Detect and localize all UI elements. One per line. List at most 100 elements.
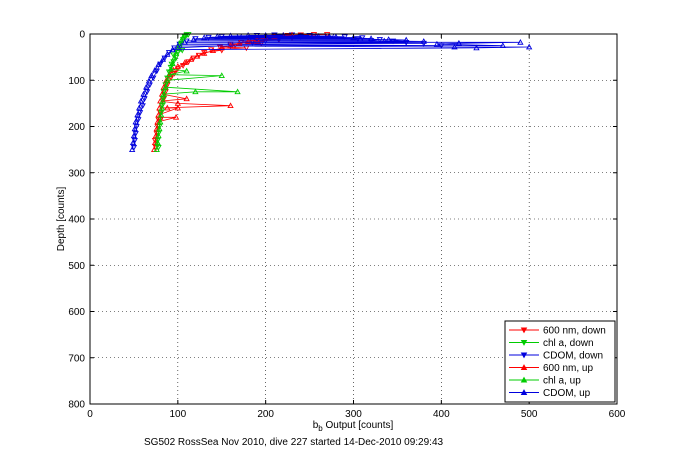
- data-point: [174, 45, 181, 52]
- data-point: [234, 88, 241, 95]
- x-tick-label: 600: [609, 409, 626, 420]
- data-point: [157, 111, 165, 118]
- series-5: [128, 32, 533, 152]
- data-point: [157, 118, 164, 125]
- data-point: [420, 38, 427, 44]
- data-point: [141, 96, 148, 103]
- data-point: [323, 32, 331, 38]
- y-tick-label: 800: [68, 400, 85, 411]
- data-point: [179, 47, 186, 54]
- legend-marker: [520, 389, 528, 395]
- data-point: [214, 32, 221, 39]
- data-point: [139, 103, 146, 110]
- x-axis-label: bb Output [counts]: [313, 420, 394, 433]
- data-point: [297, 32, 304, 39]
- data-point: [151, 66, 159, 73]
- data-point: [209, 47, 217, 54]
- data-point: [385, 36, 392, 42]
- data-point: [165, 71, 173, 78]
- data-point: [135, 117, 142, 123]
- legend-entry-label: 600 nm, down: [543, 326, 606, 337]
- legend-marker: [520, 352, 528, 359]
- x-tick-label: 200: [257, 409, 274, 420]
- data-point: [137, 97, 145, 104]
- data-point: [155, 132, 162, 139]
- legend-box: [504, 320, 616, 403]
- data-point: [169, 46, 176, 53]
- data-point: [153, 146, 160, 152]
- data-point: [157, 110, 165, 116]
- data-point: [181, 59, 189, 66]
- series-line: [156, 34, 238, 150]
- data-point: [155, 61, 162, 67]
- data-point: [159, 56, 167, 62]
- x-tick-label: 0: [87, 409, 93, 420]
- data-point: [130, 132, 138, 139]
- data-point: [227, 42, 234, 48]
- data-point: [128, 146, 136, 152]
- y-tick-label: 700: [68, 353, 85, 364]
- data-point: [158, 104, 166, 111]
- data-point: [315, 32, 322, 39]
- data-point: [258, 40, 265, 47]
- data-point: [159, 97, 167, 104]
- data-point: [403, 36, 410, 43]
- data-point: [455, 39, 463, 46]
- data-point: [136, 104, 143, 111]
- data-point: [473, 44, 480, 51]
- data-point: [193, 52, 201, 59]
- series-4: [153, 31, 241, 152]
- data-point: [131, 125, 138, 132]
- data-point: [156, 125, 163, 132]
- data-point: [517, 38, 524, 45]
- data-point: [332, 33, 340, 40]
- data-point: [192, 88, 199, 95]
- axis-ticks: 0 100 200 300 400 500 600 0 100 200 300 400 500 600 70…: [68, 30, 625, 421]
- series-line: [131, 35, 530, 150]
- data-point: [185, 59, 192, 66]
- x-tick-label: 300: [345, 409, 362, 420]
- data-point: [158, 103, 166, 110]
- legend-marker: [520, 364, 528, 370]
- data-point: [367, 35, 375, 41]
- y-tick-label: 0: [79, 30, 85, 41]
- data-point: [433, 40, 441, 47]
- data-point: [174, 42, 181, 49]
- data-point: [171, 54, 178, 61]
- data-point: [341, 34, 348, 41]
- data-point: [218, 72, 225, 78]
- y-tick-label: 400: [68, 215, 85, 226]
- data-point: [134, 111, 141, 118]
- data-point: [148, 72, 155, 78]
- legend-entry-label: CDOM, down: [543, 351, 603, 362]
- data-point: [262, 38, 269, 44]
- data-point: [145, 77, 153, 84]
- y-tick-label: 300: [68, 168, 85, 179]
- legend-marker: [520, 376, 528, 383]
- data-point: [181, 38, 189, 45]
- y-tick-label: 200: [68, 122, 85, 133]
- data-point: [172, 113, 180, 120]
- data-point: [154, 138, 161, 144]
- data-point: [172, 50, 180, 56]
- y-tick-label: 500: [68, 261, 85, 272]
- data-point: [183, 67, 190, 74]
- data-point: [280, 32, 287, 38]
- data-point: [174, 100, 181, 106]
- data-point: [244, 32, 252, 38]
- data-point: [162, 83, 169, 90]
- data-point: [227, 32, 234, 39]
- data-point: [181, 31, 189, 38]
- data-point: [178, 37, 185, 43]
- legend-entry-label: CDOM, up: [543, 388, 591, 399]
- legend-marker: [520, 327, 528, 334]
- data-point: [169, 60, 176, 66]
- data-point: [159, 96, 167, 103]
- data-point: [143, 83, 150, 90]
- x-tick-label: 400: [433, 409, 450, 420]
- y-tick-label: 100: [68, 76, 85, 87]
- data-point: [140, 90, 147, 97]
- data-point: [156, 124, 163, 130]
